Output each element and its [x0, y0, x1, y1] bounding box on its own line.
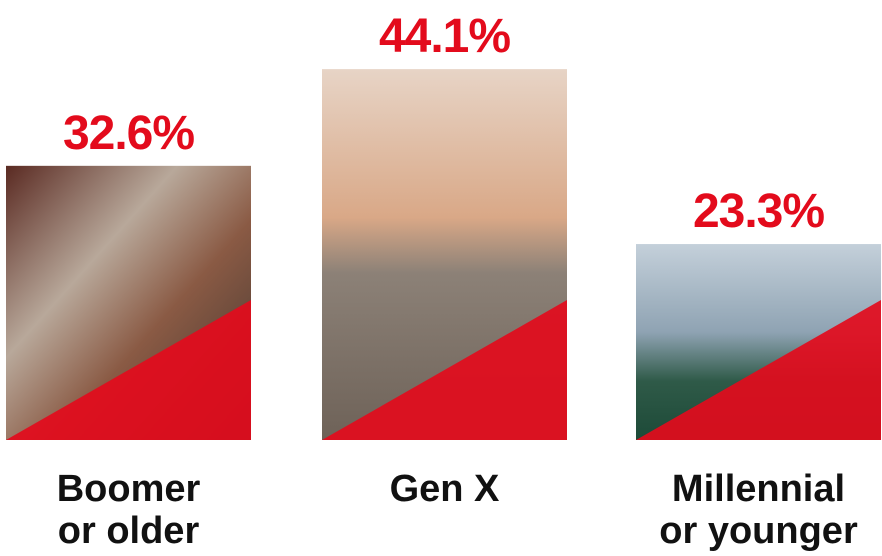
accent-triangle	[322, 300, 567, 440]
accent-triangle	[636, 300, 881, 440]
value-label: 23.3%	[692, 185, 825, 239]
category-label: Boomer or older	[56, 468, 201, 552]
category-label: Millennial or younger	[659, 468, 858, 552]
category-label: Gen X	[389, 468, 500, 510]
accent-triangle	[6, 300, 251, 440]
value-label: 32.6%	[62, 106, 195, 160]
value-label: 44.1%	[378, 10, 511, 64]
